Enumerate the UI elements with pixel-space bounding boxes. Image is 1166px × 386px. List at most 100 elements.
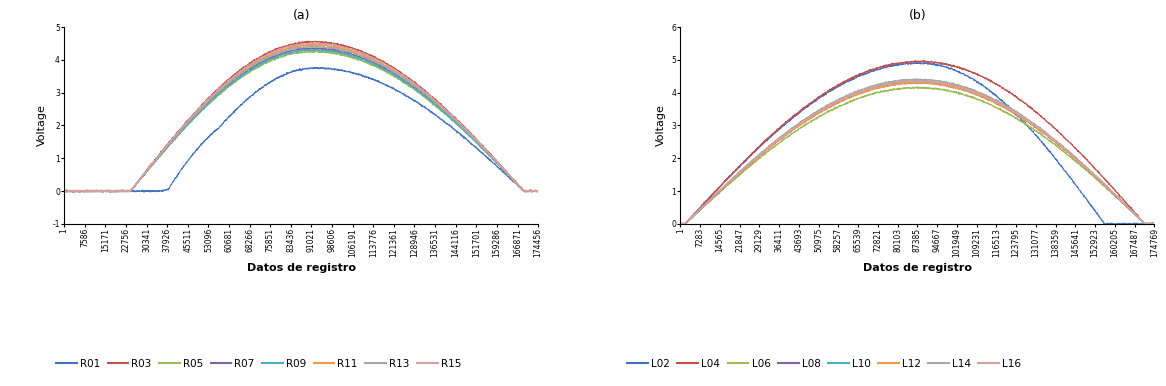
L08 [1147,222,1161,226]
L12 [1047,138,1061,143]
L16 [904,79,918,84]
L02 [892,62,906,67]
L08 [891,81,905,86]
Line: R15: R15 [64,42,539,192]
L04 [908,58,922,63]
L08 [1133,217,1147,222]
L08 [920,80,934,85]
L10 [697,202,711,207]
Line: L10: L10 [680,80,1154,224]
X-axis label: Datos de registro: Datos de registro [863,263,971,273]
R01 [430,115,444,119]
L02 [1133,222,1147,226]
L02 [673,222,687,226]
R05 [518,188,532,193]
L06 [1147,222,1161,226]
R01 [518,189,532,193]
Line: R11: R11 [64,44,539,192]
Line: L14: L14 [680,79,1154,224]
L16 [891,80,905,85]
R13 [301,44,315,48]
L14 [908,76,922,81]
L16 [673,222,687,226]
R09 [288,49,302,54]
R15 [518,190,532,194]
R03 [532,189,546,193]
R03 [68,190,82,195]
R07 [104,190,118,195]
R15 [82,189,96,194]
L12 [891,81,905,86]
R15 [312,40,326,45]
R09 [430,104,444,109]
R03 [288,42,302,46]
L16 [1133,218,1147,222]
L16 [697,203,711,208]
L12 [906,80,920,84]
L04 [904,59,918,64]
R11 [532,189,546,193]
L12 [1147,222,1161,226]
X-axis label: Datos de registro: Datos de registro [247,263,356,273]
L08 [904,81,918,85]
Y-axis label: Voltage: Voltage [37,105,47,146]
R11 [121,190,135,194]
Line: R13: R13 [64,46,539,192]
Legend: R01, R03, R05, R07, R09, R11, R13, R15: R01, R03, R05, R07, R09, R11, R13, R15 [51,355,465,373]
R09 [518,189,532,193]
L06 [1135,218,1149,223]
R07 [430,104,444,108]
R01 [288,68,302,73]
L02 [904,61,918,66]
L10 [1047,137,1061,141]
R15 [57,190,71,194]
L02 [1147,222,1161,226]
R03 [518,189,532,193]
R15 [518,189,532,193]
L04 [1147,222,1161,226]
L02 [911,60,925,64]
L08 [697,203,711,208]
L04 [1133,217,1147,221]
Line: R01: R01 [64,68,539,192]
L12 [1133,217,1147,222]
R13 [82,189,96,194]
L10 [916,78,930,83]
R13 [57,189,71,193]
R07 [305,46,319,50]
Line: R03: R03 [64,41,539,192]
R05 [107,190,121,195]
R03 [308,39,322,43]
L06 [1133,218,1147,223]
L10 [891,80,905,85]
R01 [57,188,71,193]
R11 [288,44,302,49]
R11 [518,189,532,194]
L04 [891,61,905,65]
L02 [674,222,688,226]
R09 [309,47,323,51]
L10 [1133,218,1147,222]
R03 [275,45,289,49]
R15 [65,190,79,194]
Line: R09: R09 [64,49,539,192]
L14 [892,78,906,83]
Line: L16: L16 [680,81,1154,224]
R07 [518,189,532,193]
L02 [1047,154,1061,159]
L14 [1135,217,1149,222]
R05 [518,190,532,194]
R05 [308,49,322,53]
R09 [532,189,546,194]
R03 [518,189,532,193]
L14 [1047,137,1061,142]
L14 [674,222,688,226]
R13 [518,188,532,193]
L08 [1047,138,1061,142]
L06 [697,204,711,209]
R15 [275,47,289,51]
R13 [518,189,532,194]
R09 [82,190,96,194]
L16 [1047,137,1061,142]
L12 [1133,218,1147,222]
